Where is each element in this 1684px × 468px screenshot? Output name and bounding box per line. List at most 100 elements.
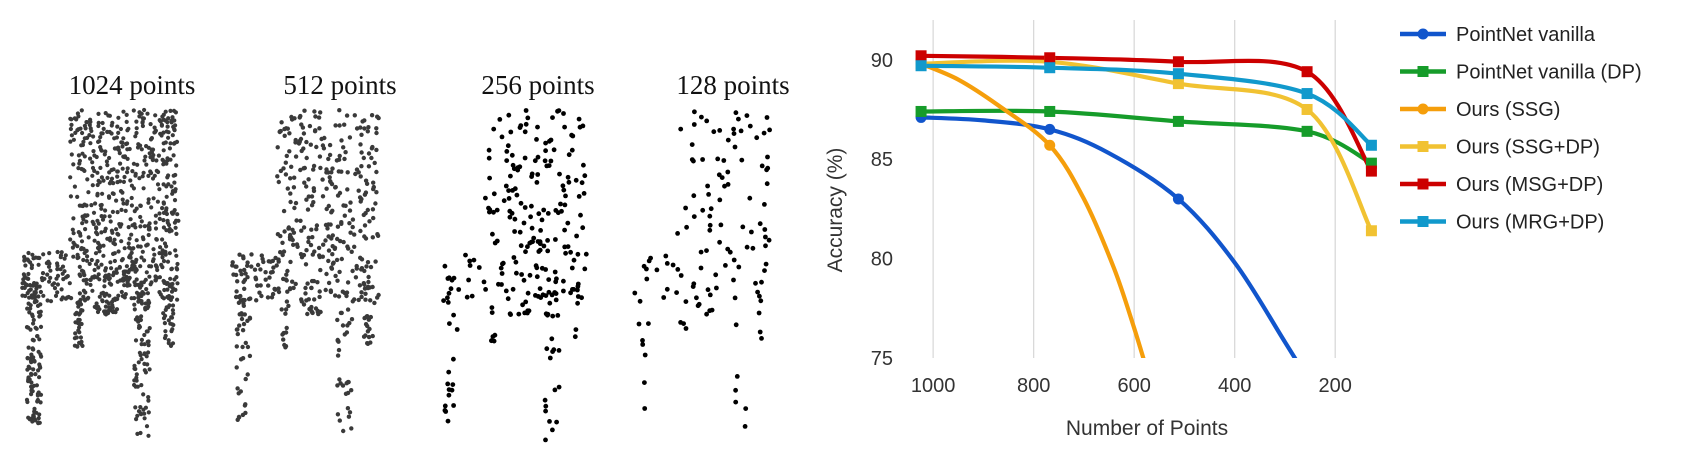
point-cloud-dot — [491, 209, 496, 215]
point-cloud-dot — [148, 169, 153, 174]
point-cloud-dot — [144, 424, 150, 429]
point-cloud-dot — [731, 131, 737, 137]
point-cloud-dot — [698, 265, 704, 271]
point-cloud-dot — [467, 263, 473, 268]
point-cloud-dot — [107, 155, 112, 161]
point-cloud-dot — [73, 331, 78, 336]
legend-item: PointNet vanilla — [1400, 24, 1596, 46]
point-cloud-dot — [145, 291, 150, 296]
point-cloud-dot — [161, 130, 166, 135]
point-cloud-dot — [282, 133, 287, 138]
point-cloud-dot — [350, 299, 355, 304]
point-cloud-dot — [284, 272, 289, 277]
point-cloud-dot — [307, 306, 312, 312]
point-cloud-dot — [88, 126, 93, 131]
point-cloud-dot — [364, 181, 370, 186]
point-cloud-dot — [560, 183, 566, 189]
point-cloud-dot — [305, 311, 310, 317]
point-cloud-dot — [168, 141, 173, 146]
point-cloud-dot — [568, 249, 573, 255]
point-cloud-dot — [142, 368, 147, 373]
point-cloud-dot — [115, 174, 120, 179]
point-cloud-dot — [143, 307, 148, 312]
point-cloud-dot — [243, 340, 248, 346]
point-cloud-dot — [537, 247, 543, 253]
point-cloud-dot — [731, 126, 736, 132]
point-cloud-dot — [96, 221, 101, 226]
point-cloud-dot — [172, 180, 177, 185]
point-cloud-dot — [141, 170, 146, 175]
point-cloud-dot — [442, 403, 448, 409]
point-cloud-dot — [81, 288, 86, 293]
point-cloud-dot — [523, 121, 529, 127]
point-cloud-dot — [240, 328, 246, 333]
x-tick-label: 400 — [1218, 375, 1251, 397]
point-cloud-dot — [36, 262, 41, 267]
point-cloud-dot — [27, 288, 32, 293]
point-cloud-dot — [550, 115, 555, 120]
point-cloud-dot — [739, 157, 745, 163]
point-cloud-dot — [137, 176, 142, 181]
point-cloud-dot — [35, 334, 40, 339]
point-cloud-dot — [336, 294, 342, 299]
y-tick-label: 75 — [871, 348, 893, 370]
point-cloud-dot — [175, 297, 180, 302]
point-cloud-dot — [149, 205, 154, 210]
point-cloud-dot — [506, 112, 512, 118]
point-cloud-dot — [126, 126, 131, 131]
point-cloud-dot — [691, 158, 696, 164]
point-cloud-dot — [141, 186, 146, 191]
point-cloud-dot — [144, 270, 149, 275]
point-cloud-dot — [37, 375, 42, 380]
data-point — [1172, 56, 1184, 68]
point-cloud-dot — [361, 334, 367, 339]
point-cloud-dot — [713, 272, 719, 278]
data-point — [1365, 225, 1377, 237]
point-cloud-dot — [449, 277, 455, 283]
point-cloud-dot — [245, 275, 250, 280]
point-cloud-dot — [324, 170, 329, 175]
point-cloud-dot — [372, 300, 377, 306]
point-cloud-dot — [36, 368, 41, 373]
point-cloud-dot — [55, 267, 60, 272]
point-cloud-dot — [574, 233, 579, 239]
point-cloud-dot — [136, 319, 141, 324]
point-cloud-dot — [249, 252, 254, 257]
point-cloud-dot — [521, 220, 527, 226]
point-cloud-dot — [268, 270, 274, 275]
point-cloud-dot — [167, 229, 172, 234]
point-cloud-dot — [124, 274, 129, 279]
point-cloud-dot — [317, 126, 322, 131]
point-cloud-dot — [293, 140, 298, 145]
point-cloud-dot — [134, 372, 139, 377]
point-cloud-dot — [69, 152, 74, 157]
point-cloud-dot — [81, 257, 86, 263]
point-cloud-dot — [170, 303, 176, 308]
point-cloud-dot — [46, 264, 52, 269]
point-cloud-dot — [25, 399, 30, 405]
point-cloud-dot — [166, 318, 171, 323]
point-cloud-dot — [75, 128, 80, 133]
point-cloud-dot — [115, 169, 120, 174]
point-cloud-dot — [331, 260, 336, 265]
point-cloud-dot — [704, 248, 709, 254]
data-point — [1044, 139, 1056, 151]
point-cloud-dot — [489, 305, 495, 310]
point-cloud-dot — [152, 173, 157, 178]
point-cloud-dot — [304, 184, 309, 189]
point-cloud-dot — [107, 281, 112, 286]
point-cloud-dot — [511, 255, 517, 260]
point-cloud-dot — [235, 327, 240, 332]
point-cloud-dot — [170, 191, 175, 196]
point-cloud-dot — [522, 155, 528, 161]
point-cloud-dot — [142, 258, 147, 263]
point-cloud-dot — [446, 290, 452, 296]
point-cloud-dot — [236, 391, 241, 396]
point-cloud-dot — [253, 275, 258, 280]
point-cloud-dot — [129, 296, 134, 301]
point-cloud-dot — [337, 108, 342, 113]
point-cloud-dot — [326, 156, 331, 162]
point-cloud-dot — [447, 321, 452, 326]
point-cloud-dot — [345, 280, 351, 285]
point-cloud-dot — [136, 142, 141, 147]
